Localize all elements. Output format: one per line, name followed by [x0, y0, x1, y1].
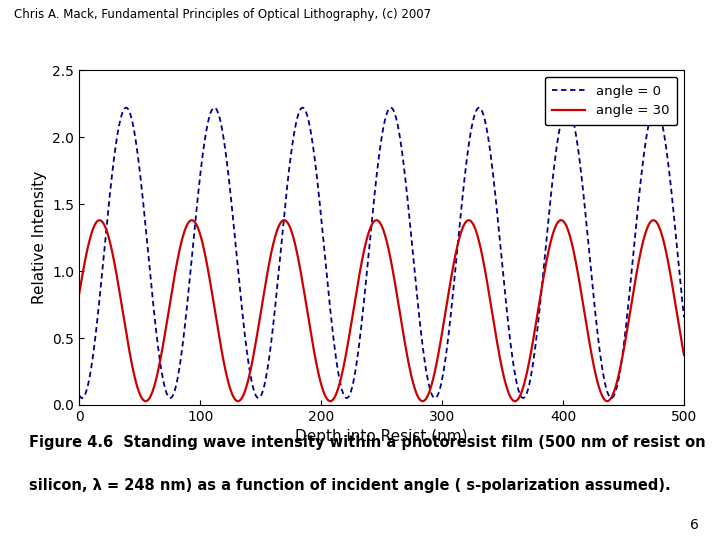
angle = 0 [122, 104, 130, 111]
angle = 0 [75, 392, 84, 399]
Text: Figure 4.6  Standing wave intensity within a photoresist film (500 nm of resist : Figure 4.6 Standing wave intensity withi… [29, 435, 706, 450]
angle = 30 [418, 398, 427, 404]
angle = 0 [662, 148, 671, 155]
Legend: angle = 0, angle = 30: angle = 0, angle = 30 [544, 77, 678, 125]
angle = 30 [95, 217, 104, 224]
Line: angle = 0: angle = 0 [79, 107, 684, 398]
angle = 30 [75, 291, 84, 297]
Text: silicon, λ = 248 nm) as a function of incident angle ( s-polarization assumed).: silicon, λ = 248 nm) as a function of in… [29, 478, 670, 493]
Y-axis label: Relative Intensity: Relative Intensity [32, 171, 47, 304]
angle = 0 [354, 354, 362, 360]
angle = 30 [662, 252, 671, 258]
angle = 0 [106, 190, 114, 196]
angle = 30 [354, 282, 362, 288]
angle = 30 [662, 253, 671, 260]
angle = 0 [680, 314, 688, 321]
angle = 0 [552, 151, 560, 157]
angle = 0 [607, 395, 616, 401]
Text: 6: 6 [690, 518, 698, 532]
angle = 30 [680, 352, 688, 359]
angle = 0 [662, 151, 671, 158]
Text: Chris A. Mack, Fundamental Principles of Optical Lithography, (c) 2007: Chris A. Mack, Fundamental Principles of… [14, 8, 431, 21]
angle = 30 [552, 222, 560, 229]
X-axis label: Depth into Resist (nm): Depth into Resist (nm) [295, 429, 468, 444]
angle = 30 [369, 219, 378, 225]
angle = 30 [106, 240, 114, 247]
Line: angle = 30: angle = 30 [79, 220, 684, 401]
angle = 0 [369, 200, 378, 207]
